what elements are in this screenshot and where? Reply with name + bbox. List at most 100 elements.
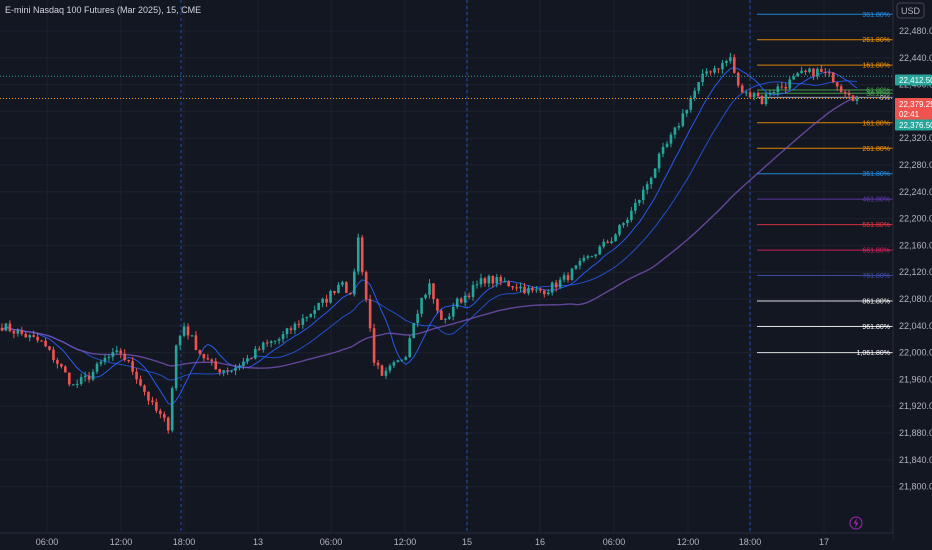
fib-label: 261.80% — [862, 37, 890, 44]
candle-body — [657, 153, 661, 169]
candle-body — [317, 302, 320, 311]
candle-body — [768, 93, 772, 95]
candle-body — [820, 68, 823, 72]
candle-body — [107, 356, 111, 358]
candle-body — [697, 82, 700, 91]
candle-body — [661, 146, 665, 154]
candle-body — [824, 71, 827, 73]
x-tick-label: 18:00 — [173, 537, 196, 547]
candle-body — [447, 316, 451, 319]
y-tick-label: 22,080.00 — [899, 294, 932, 304]
candle-body — [364, 272, 368, 300]
candle-body — [127, 360, 130, 362]
candle-body — [75, 383, 79, 385]
fib-label: 38.20% — [866, 91, 890, 98]
fib-label: 361.80% — [862, 12, 890, 19]
candle-body — [610, 241, 613, 244]
candle-body — [329, 290, 332, 303]
candle-body — [847, 93, 851, 96]
candle-body — [677, 125, 681, 128]
candle-body — [226, 370, 229, 372]
fib-label: 61.80% — [866, 87, 890, 94]
candle-body — [535, 289, 538, 291]
candle-body — [499, 277, 503, 282]
candle-body — [202, 353, 206, 359]
candle-body — [170, 388, 174, 431]
candle-body — [246, 358, 249, 362]
candle-body — [368, 299, 372, 329]
candle-body — [301, 318, 305, 325]
candle-body — [776, 86, 780, 93]
candle-body — [558, 279, 562, 288]
candle-body — [254, 348, 257, 359]
candle-body — [400, 359, 404, 361]
x-tick-label: 12:00 — [110, 537, 133, 547]
candle-body — [752, 93, 756, 98]
candle-body — [182, 326, 186, 336]
price-axis[interactable] — [893, 0, 932, 540]
candle-body — [637, 200, 641, 203]
moving-average-line — [1, 80, 858, 381]
candle-body — [356, 237, 360, 272]
candle-body — [352, 271, 356, 295]
candle-body — [614, 234, 617, 242]
candle-body — [780, 86, 784, 88]
candle-body — [546, 292, 550, 295]
fib-label: 461.80% — [862, 197, 890, 204]
candle-body — [444, 318, 447, 320]
candle-body — [333, 290, 336, 293]
candle-body — [463, 295, 467, 303]
candle-body — [99, 361, 103, 364]
candle-body — [265, 342, 269, 344]
candle-body — [685, 109, 689, 114]
candle-body — [542, 290, 546, 295]
x-tick-label: 17 — [819, 537, 829, 547]
fib-label: 761.80% — [862, 273, 890, 280]
candle-body — [178, 335, 182, 346]
candle-body — [851, 95, 855, 101]
candle-body — [388, 365, 392, 371]
candle-body — [408, 338, 412, 358]
candle-body — [159, 410, 162, 415]
candlesticks[interactable] — [0, 52, 859, 434]
candle-body — [693, 90, 697, 99]
candle-body — [467, 295, 471, 297]
candle-body — [645, 184, 649, 190]
candle-body — [123, 353, 127, 361]
candle-body — [812, 68, 815, 77]
candle-body — [309, 313, 313, 318]
candle-body — [681, 113, 685, 126]
fib-label: 561.80% — [862, 222, 890, 229]
candle-body — [432, 283, 435, 300]
candle-body — [440, 310, 443, 320]
candle-body — [713, 68, 716, 73]
currency-button[interactable]: USD — [896, 2, 925, 19]
candle-body — [230, 370, 233, 372]
candle-body — [360, 237, 364, 273]
candle-body — [79, 377, 83, 384]
candle-body — [147, 391, 150, 401]
candle-body — [839, 86, 843, 92]
x-tick-label: 06:00 — [320, 537, 343, 547]
candle-body — [20, 330, 24, 334]
candle-body — [269, 341, 273, 343]
candle-body — [131, 361, 134, 372]
fib-label: 861.80% — [862, 299, 890, 306]
candle-body — [622, 223, 625, 226]
candle-body — [451, 306, 455, 317]
candle-body — [816, 68, 819, 77]
time-axis[interactable] — [0, 533, 893, 550]
candle-body — [831, 72, 835, 83]
candle-body — [649, 177, 653, 185]
x-tick-label: 12:00 — [677, 537, 700, 547]
candle-body — [701, 73, 704, 83]
fibonacci-extension[interactable]: 361.80% 261.80% 161.80% 61.80%38.20%0% 161.8… — [757, 12, 893, 357]
candle-body — [760, 95, 764, 105]
candle-body — [325, 298, 328, 303]
candle-body — [804, 70, 807, 73]
candle-body — [618, 225, 621, 235]
upper-price-tag-bg — [895, 74, 932, 86]
lightning-icon[interactable] — [849, 516, 863, 530]
